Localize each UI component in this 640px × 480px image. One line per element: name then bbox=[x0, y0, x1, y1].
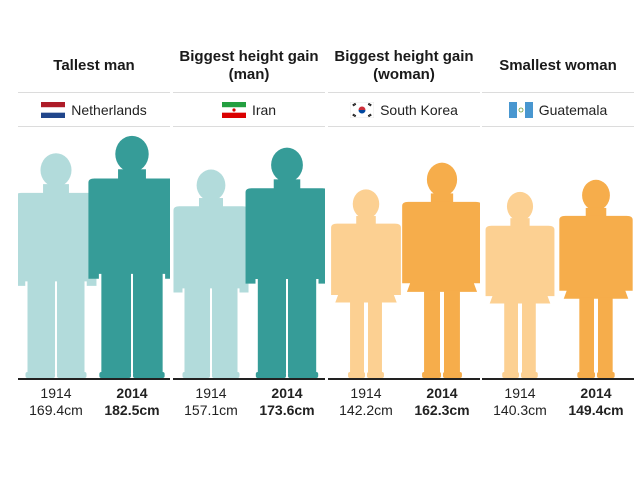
height-1914-label: 140.3cm bbox=[493, 402, 547, 418]
panel-title: Biggest height gain (man) bbox=[179, 48, 319, 83]
man-figure-1914 bbox=[173, 169, 249, 378]
man-figure-1914 bbox=[18, 153, 97, 378]
height-2014-label: 149.4cm bbox=[568, 402, 624, 418]
year-2014-label: 2014 bbox=[116, 385, 148, 401]
height-1914-label: 142.2cm bbox=[339, 402, 393, 418]
panel-tallest-man: Tallest man Netherlands 1914 2014 169.4c… bbox=[18, 0, 170, 480]
iran-flag-icon bbox=[221, 101, 246, 118]
year-1914-label: 1914 bbox=[195, 385, 227, 401]
man-figure-2014 bbox=[88, 135, 170, 378]
height-2014-label: 162.3cm bbox=[414, 402, 470, 418]
panel-title: Biggest height gain (woman) bbox=[334, 48, 474, 83]
country-name: Iran bbox=[251, 101, 277, 118]
country-row: Netherlands bbox=[18, 92, 170, 127]
panel-biggest-gain-woman: Biggest height gain (woman) South Korea … bbox=[328, 0, 480, 480]
country-row: South Korea bbox=[328, 92, 480, 127]
year-1914-label: 1914 bbox=[350, 385, 382, 401]
netherlands-flag-icon bbox=[41, 101, 66, 118]
panel-smallest-woman: Smallest woman Guatemala 1914 2014 140.3… bbox=[482, 0, 634, 480]
height-1914-label: 169.4cm bbox=[29, 402, 83, 418]
year-2014-label: 2014 bbox=[426, 385, 458, 401]
woman-figure-1914 bbox=[485, 191, 555, 378]
woman-figure-2014 bbox=[402, 162, 480, 378]
panel-title: Tallest man bbox=[53, 57, 135, 74]
year-1914-label: 1914 bbox=[504, 385, 536, 401]
figures bbox=[18, 135, 170, 378]
south-korea-flag-icon bbox=[350, 101, 375, 118]
country-name: Guatemala bbox=[538, 101, 608, 118]
height-1914-label: 157.1cm bbox=[184, 402, 238, 418]
year-2014-label: 2014 bbox=[271, 385, 303, 401]
height-2014-label: 182.5cm bbox=[104, 402, 160, 418]
baseline bbox=[18, 378, 170, 380]
woman-figure-1914 bbox=[331, 189, 401, 378]
woman-figure-2014 bbox=[559, 179, 633, 378]
country-row: Guatemala bbox=[482, 92, 634, 127]
figures bbox=[173, 147, 325, 378]
country-name: South Korea bbox=[380, 101, 458, 118]
guatemala-flag-icon bbox=[508, 101, 533, 118]
country-row: Iran bbox=[173, 92, 325, 127]
year-2014-label: 2014 bbox=[580, 385, 612, 401]
figures bbox=[331, 162, 480, 378]
figures bbox=[485, 179, 633, 378]
baseline bbox=[328, 378, 480, 380]
country-name: Netherlands bbox=[71, 101, 147, 118]
baseline bbox=[173, 378, 325, 380]
panel-biggest-gain-man: Biggest height gain (man) Iran 1914 2014… bbox=[173, 0, 325, 480]
man-figure-2014 bbox=[245, 147, 325, 378]
year-1914-label: 1914 bbox=[40, 385, 72, 401]
panel-title: Smallest woman bbox=[499, 57, 617, 74]
height-2014-label: 173.6cm bbox=[259, 402, 315, 418]
baseline bbox=[482, 378, 634, 380]
